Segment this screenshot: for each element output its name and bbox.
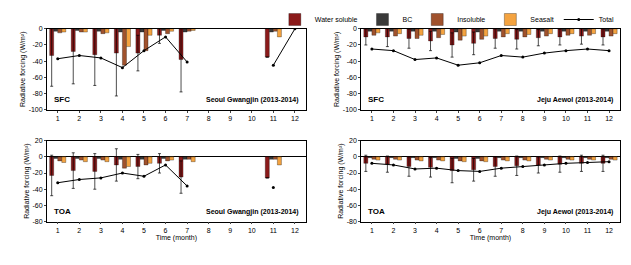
svg-text:Water soluble: Water soluble — [315, 16, 358, 23]
svg-text:10: 10 — [562, 115, 570, 122]
svg-text:3: 3 — [99, 227, 103, 234]
svg-text:9: 9 — [228, 227, 232, 234]
svg-text:11: 11 — [584, 115, 591, 122]
svg-text:-60: -60 — [33, 74, 43, 81]
svg-text:-20: -20 — [33, 169, 43, 176]
svg-text:-40: -40 — [347, 186, 357, 193]
svg-text:2: 2 — [77, 227, 81, 234]
svg-text:5: 5 — [456, 227, 460, 234]
svg-text:7: 7 — [499, 115, 503, 122]
svg-text:-60: -60 — [347, 202, 357, 209]
svg-text:10: 10 — [562, 227, 570, 234]
svg-text:10: 10 — [248, 115, 256, 122]
svg-text:2: 2 — [392, 115, 396, 122]
svg-text:8: 8 — [207, 115, 211, 122]
svg-text:Jeju Aewol (2013-2014): Jeju Aewol (2013-2014) — [537, 208, 613, 216]
svg-text:-100: -100 — [343, 106, 357, 113]
svg-text:8: 8 — [521, 227, 525, 234]
svg-text:SFC: SFC — [54, 95, 70, 104]
svg-text:-100: -100 — [29, 106, 43, 113]
svg-text:3: 3 — [413, 115, 417, 122]
svg-text:BC: BC — [402, 16, 412, 23]
svg-text:-80: -80 — [33, 90, 43, 97]
svg-text:9: 9 — [542, 115, 546, 122]
svg-text:-20: -20 — [347, 169, 357, 176]
svg-text:7: 7 — [185, 115, 189, 122]
svg-text:20: 20 — [349, 137, 357, 144]
svg-text:-40: -40 — [33, 186, 43, 193]
svg-text:SFC: SFC — [368, 95, 384, 104]
svg-text:Insoluble: Insoluble — [457, 16, 485, 23]
svg-text:Radiative forcing (W/m²): Radiative forcing (W/m²) — [337, 143, 345, 218]
svg-text:-20: -20 — [347, 41, 357, 48]
svg-text:4: 4 — [435, 115, 439, 122]
svg-text:6: 6 — [164, 115, 168, 122]
svg-text:8: 8 — [207, 227, 211, 234]
svg-text:0: 0 — [39, 25, 43, 32]
svg-text:Radiative forcing (W/m²): Radiative forcing (W/m²) — [19, 32, 27, 107]
svg-text:12: 12 — [291, 227, 299, 234]
svg-text:20: 20 — [35, 137, 43, 144]
svg-text:1: 1 — [370, 227, 374, 234]
svg-text:Seoul Gwangjin (2013-2014): Seoul Gwangjin (2013-2014) — [206, 208, 299, 216]
svg-text:3: 3 — [413, 227, 417, 234]
svg-text:-60: -60 — [347, 74, 357, 81]
svg-text:1: 1 — [56, 227, 60, 234]
svg-text:9: 9 — [542, 227, 546, 234]
svg-text:12: 12 — [605, 115, 613, 122]
svg-text:11: 11 — [270, 115, 277, 122]
svg-text:4: 4 — [435, 227, 439, 234]
svg-text:7: 7 — [185, 227, 189, 234]
svg-text:6: 6 — [478, 227, 482, 234]
svg-text:-40: -40 — [33, 58, 43, 65]
svg-text:-80: -80 — [33, 218, 43, 225]
svg-text:-40: -40 — [347, 58, 357, 65]
svg-text:Seasalt: Seasalt — [530, 16, 553, 23]
svg-text:9: 9 — [228, 115, 232, 122]
svg-text:8: 8 — [521, 115, 525, 122]
svg-text:5: 5 — [456, 115, 460, 122]
svg-text:0: 0 — [353, 25, 357, 32]
svg-text:12: 12 — [605, 227, 613, 234]
svg-text:5: 5 — [142, 115, 146, 122]
svg-text:Seoul Gwangjin (2013-2014): Seoul Gwangjin (2013-2014) — [206, 96, 299, 104]
svg-text:-60: -60 — [33, 202, 43, 209]
svg-text:Total: Total — [599, 16, 614, 23]
svg-text:0: 0 — [353, 153, 357, 160]
svg-text:TOA: TOA — [368, 207, 385, 216]
svg-text:6: 6 — [478, 115, 482, 122]
svg-text:-80: -80 — [347, 218, 357, 225]
svg-text:-80: -80 — [347, 90, 357, 97]
svg-text:3: 3 — [99, 115, 103, 122]
svg-text:11: 11 — [270, 227, 277, 234]
svg-text:11: 11 — [584, 227, 591, 234]
svg-text:Radiative forcing (W/m²): Radiative forcing (W/m²) — [333, 32, 341, 107]
svg-text:12: 12 — [291, 115, 299, 122]
svg-text:10: 10 — [248, 227, 256, 234]
svg-text:Radiative forcing (W/m²): Radiative forcing (W/m²) — [23, 143, 31, 218]
svg-text:Jeju Aewol (2013-2014): Jeju Aewol (2013-2014) — [537, 96, 613, 104]
svg-text:Time (month): Time (month) — [470, 234, 511, 242]
svg-text:Time (month): Time (month) — [156, 234, 197, 242]
svg-text:7: 7 — [499, 227, 503, 234]
svg-text:2: 2 — [77, 115, 81, 122]
svg-text:5: 5 — [142, 227, 146, 234]
svg-text:-20: -20 — [33, 41, 43, 48]
svg-text:4: 4 — [120, 227, 124, 234]
svg-text:1: 1 — [56, 115, 60, 122]
svg-text:1: 1 — [370, 115, 374, 122]
svg-text:2: 2 — [392, 227, 396, 234]
svg-text:6: 6 — [164, 227, 168, 234]
svg-text:4: 4 — [120, 115, 124, 122]
svg-text:0: 0 — [39, 153, 43, 160]
svg-text:TOA: TOA — [54, 207, 71, 216]
